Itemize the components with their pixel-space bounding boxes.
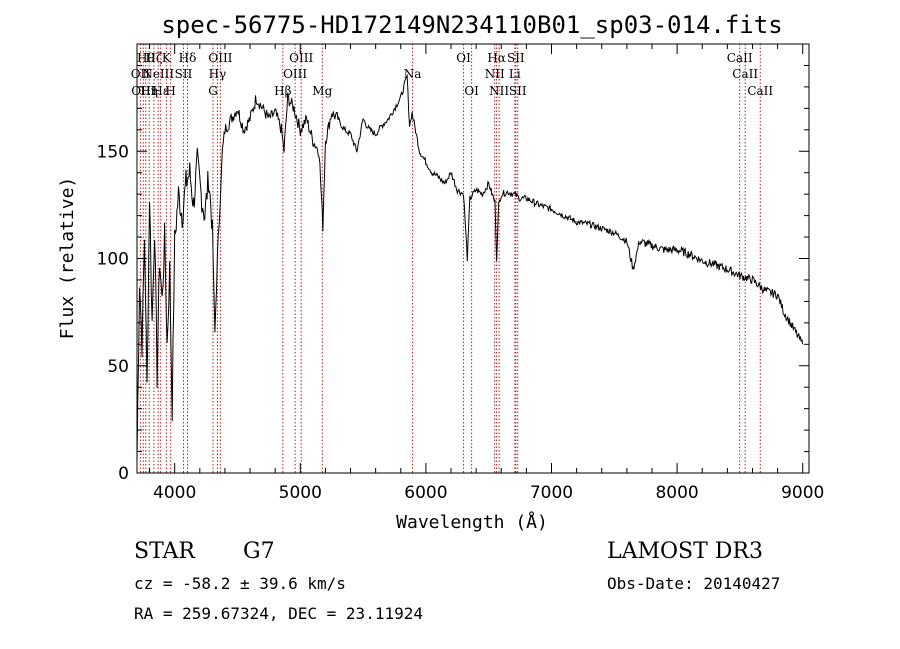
- line-marker-label: G: [208, 84, 218, 98]
- x-tick-label: 8000: [655, 483, 698, 503]
- line-marker-label: Hη: [140, 84, 158, 98]
- y-tick-label: 150: [97, 142, 129, 162]
- line-marker-label: SII: [507, 51, 525, 65]
- y-tick-label: 50: [107, 357, 129, 377]
- line-marker-label: Hδ: [179, 51, 197, 65]
- line-marker-label: OIII: [208, 51, 232, 65]
- line-marker-label: H: [165, 84, 175, 98]
- survey-name: LAMOST DR3: [607, 539, 763, 564]
- line-marker-label: OI: [456, 51, 471, 65]
- y-tick-label: 100: [97, 250, 129, 270]
- y-axis-ticks: 0 50 100 150: [97, 64, 809, 484]
- line-marker-label: NII: [485, 67, 505, 81]
- obs-date: Obs-Date: 20140427: [607, 574, 780, 593]
- y-axis-label: Flux (relative): [57, 177, 78, 340]
- line-marker-label: SII: [175, 67, 193, 81]
- line-marker-label: Hζ: [145, 51, 162, 65]
- line-marker-label: SII: [509, 84, 527, 98]
- object-class: STAR: [134, 539, 196, 564]
- line-marker-label: CaII: [732, 67, 758, 81]
- line-marker-labels: OIIOIIIHθHηHζNeIIIHεKHSIIHδGHγOIIIHβOIII…: [131, 51, 774, 98]
- line-marker-label: Hε: [152, 84, 169, 98]
- x-axis-label: Wavelength (Å): [396, 511, 548, 533]
- line-marker-label: Na: [404, 67, 422, 81]
- x-tick-label: 5000: [279, 483, 322, 503]
- redshift-info: cz = -58.2 ± 39.6 km/s: [134, 574, 346, 593]
- line-marker-label: CaII: [727, 51, 753, 65]
- spectrum-series: [136, 73, 804, 463]
- line-marker-label: NeIII: [142, 67, 174, 81]
- line-markers: [139, 44, 761, 473]
- coordinates: RA = 259.67324, DEC = 23.11924: [134, 604, 423, 623]
- chart-title: spec-56775-HD172149N234110B01_sp03-014.f…: [161, 11, 782, 39]
- line-marker-label: Li: [509, 67, 521, 81]
- x-tick-label: 4000: [153, 483, 196, 503]
- spectrum-line: [136, 73, 804, 463]
- line-marker-label: Hθ: [137, 51, 155, 65]
- line-marker-label: NII: [489, 84, 509, 98]
- y-tick-label: 0: [118, 464, 129, 484]
- line-marker-label: Hγ: [209, 67, 227, 81]
- object-subclass: G7: [243, 539, 275, 564]
- line-marker-label: OI: [464, 84, 479, 98]
- x-tick-label: 7000: [530, 483, 573, 503]
- line-marker-label: OIII: [289, 51, 313, 65]
- line-marker-label: OIII: [283, 67, 307, 81]
- line-marker-label: Mg: [312, 84, 332, 98]
- x-tick-label: 6000: [404, 483, 447, 503]
- x-axis-ticks: 4000 5000 6000 7000 8000 9000: [149, 44, 824, 503]
- line-marker-label: Hβ: [274, 84, 291, 98]
- plot-frame: [136, 43, 810, 474]
- line-marker-label: K: [162, 51, 172, 65]
- line-marker-label: CaII: [747, 84, 773, 98]
- x-tick-label: 9000: [781, 483, 824, 503]
- line-marker-label: OII: [131, 67, 151, 81]
- line-marker-label: Hα: [487, 51, 506, 65]
